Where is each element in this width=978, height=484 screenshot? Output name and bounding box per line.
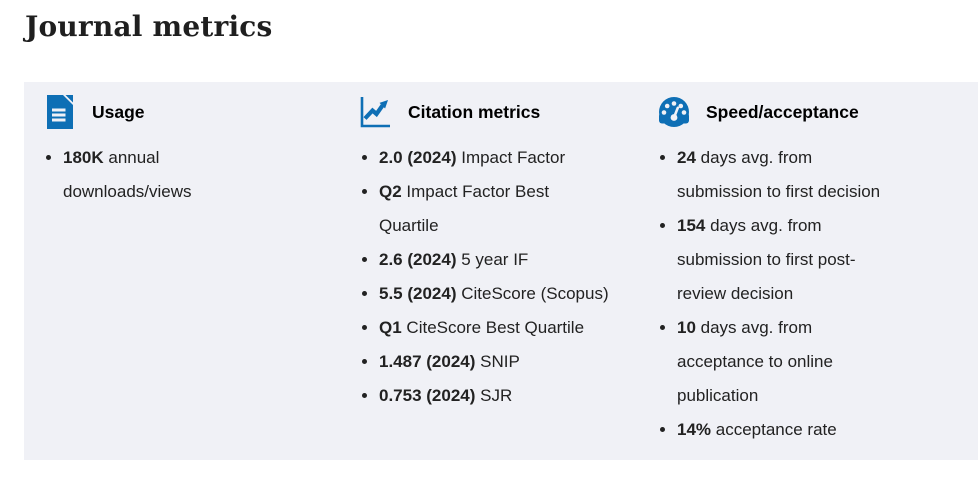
citation-metrics-title: Citation metrics [408,101,541,122]
usage-list: 180K annual downloads/views [41,141,357,209]
journal-metrics-card: Usage 180K annual downloads/views Citati… [24,82,978,460]
metric-value: Q2 [379,182,402,201]
metric-list-item: 14% acceptance rate [677,413,970,447]
metric-list-item: 180K annual downloads/views [63,141,357,209]
speed-acceptance-header: Speed/acceptance [655,92,970,132]
usage-title: Usage [92,101,145,122]
metric-value: 5.5 (2024) [379,284,457,303]
metric-list-item: 10 days avg. from acceptance to online p… [677,311,970,413]
metric-list-item: 24 days avg. from submission to first de… [677,141,970,209]
speed-acceptance-column: Speed/acceptance 24 days avg. from submi… [655,92,970,460]
page-title: Journal metrics [25,10,273,43]
speed-acceptance-list: 24 days avg. from submission to first de… [655,141,970,447]
metric-list-item: 154 days avg. from submission to first p… [677,209,970,311]
metric-list-item: 5.5 (2024) CiteScore (Scopus) [379,277,655,311]
metric-list-item: 0.753 (2024) SJR [379,379,655,413]
metric-value: 0.753 (2024) [379,386,476,405]
metric-value: 154 [677,216,706,235]
speedometer-icon [655,93,693,131]
metric-list-item: 1.487 (2024) SNIP [379,345,655,379]
metric-value: 2.0 (2024) [379,148,457,167]
metric-list-item: 2.0 (2024) Impact Factor [379,141,655,175]
speed-acceptance-title: Speed/acceptance [706,101,859,122]
metric-value: 1.487 (2024) [379,352,476,371]
citation-metrics-header: Citation metrics [357,92,655,132]
metric-list-item: Q1 CiteScore Best Quartile [379,311,655,345]
metric-value: 2.6 (2024) [379,250,457,269]
citation-metrics-column: Citation metrics 2.0 (2024) Impact Facto… [357,92,655,460]
line-chart-icon [357,93,395,131]
metric-value: 24 [677,148,696,167]
metric-value: 14% [677,420,712,439]
document-icon [41,93,79,131]
citation-metrics-list: 2.0 (2024) Impact FactorQ2 Impact Factor… [357,141,655,413]
metric-value: 10 [677,318,696,337]
usage-header: Usage [41,92,357,132]
metric-value: Q1 [379,318,402,337]
metric-list-item: 2.6 (2024) 5 year IF [379,243,655,277]
usage-column: Usage 180K annual downloads/views [41,92,357,460]
metric-list-item: Q2 Impact Factor Best Quartile [379,175,655,243]
metric-value: 180K [63,148,104,167]
